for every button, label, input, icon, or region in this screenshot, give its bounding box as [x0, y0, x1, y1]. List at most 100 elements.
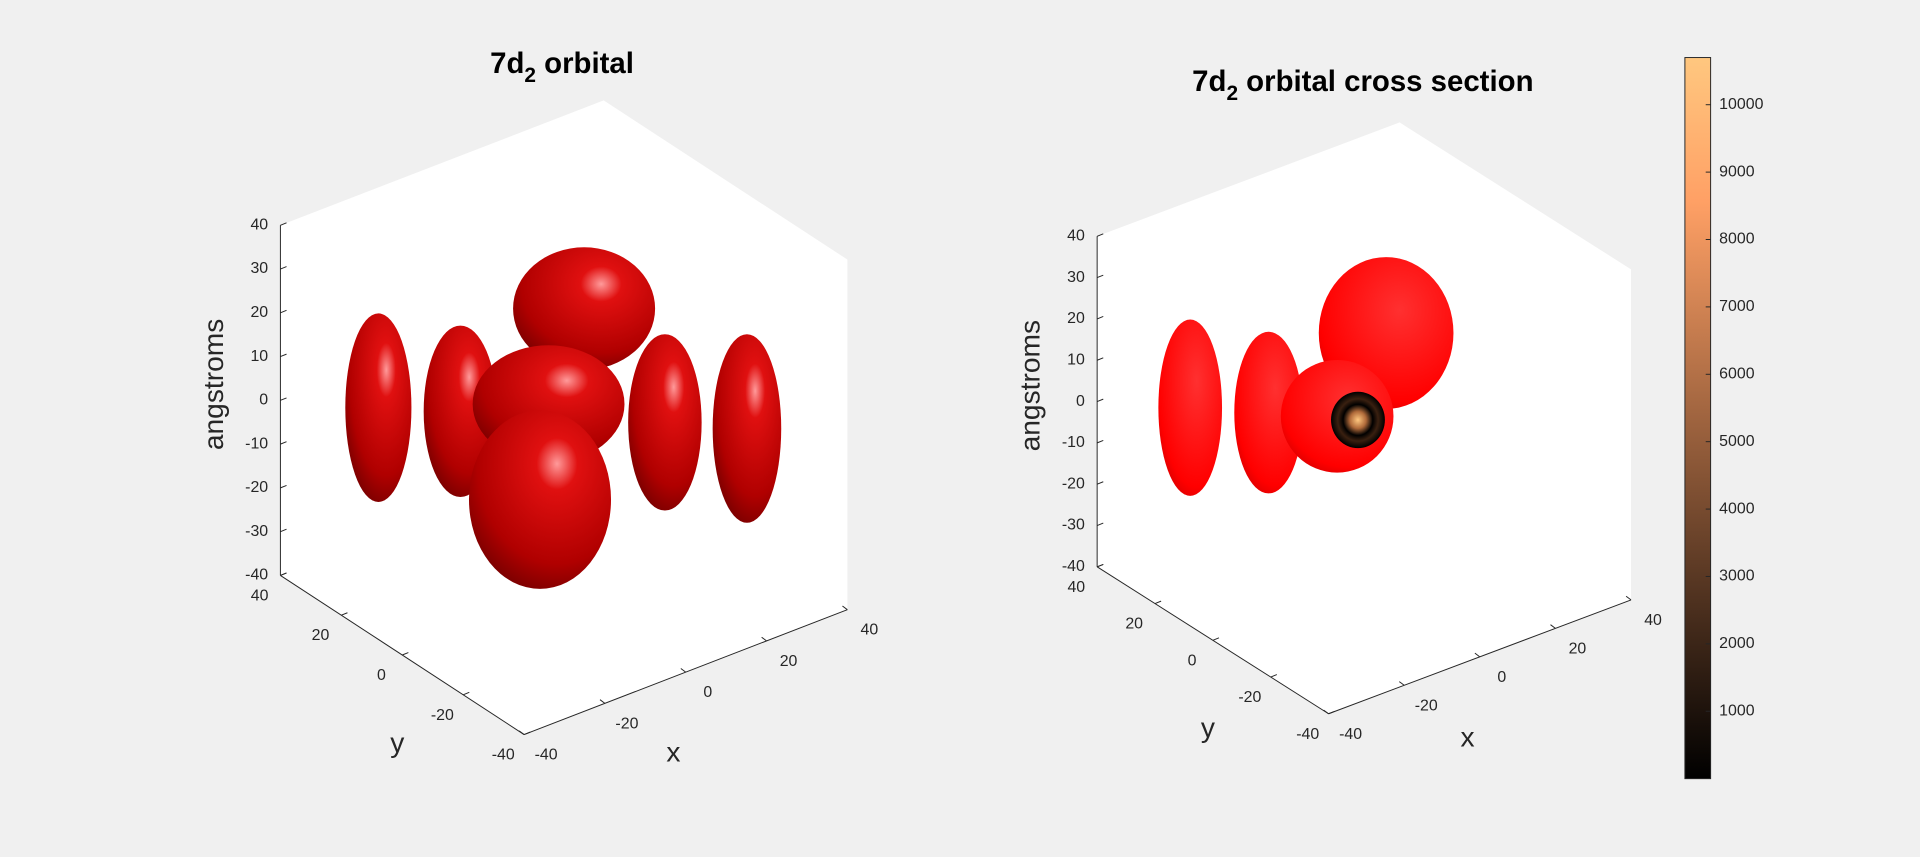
colorbar-tick-label: 5000 [1719, 433, 1755, 450]
colorbar: 1000 2000 3000 4000 5000 6000 7000 8000 9000 1000… [1684, 57, 1764, 780]
chart-title: 7d2 orbital cross section [1192, 65, 1533, 105]
z-tick [280, 222, 287, 226]
z-tick-label: 0 [1076, 393, 1085, 410]
z-tick [280, 441, 287, 445]
lobe [345, 313, 412, 502]
z-tick [1096, 233, 1104, 237]
z-tick-label: -20 [1062, 475, 1085, 492]
y-tick [1212, 637, 1220, 641]
z-tick-label: 0 [259, 392, 268, 409]
z-tick-label: 20 [1067, 310, 1085, 327]
y-tick [341, 612, 348, 616]
x-tick-label: 20 [780, 653, 798, 670]
lobe [712, 334, 782, 523]
z-tick-label: 30 [250, 260, 268, 277]
y-tick [280, 572, 287, 576]
x-tick [518, 730, 525, 735]
y-tick-label: -40 [492, 747, 515, 764]
lobe [423, 325, 498, 498]
colorbar-tick-label: 10000 [1719, 96, 1763, 113]
y-tick [1096, 563, 1104, 568]
z-tick-label: -40 [245, 567, 268, 584]
x-tick [1474, 652, 1481, 658]
z-tick-label: 30 [1067, 269, 1085, 286]
z-tick-label: -30 [1062, 517, 1085, 534]
z-axis-label: angstroms [1015, 320, 1046, 451]
x-tick [842, 605, 848, 611]
x-tick-label: -40 [535, 747, 558, 764]
y-tick-label: 40 [251, 587, 269, 604]
lobe [628, 334, 702, 511]
lobe [1158, 319, 1223, 496]
z-axis-label: angstroms [198, 319, 229, 450]
z-tick-label: -10 [245, 435, 268, 452]
z-tick-label: -20 [245, 479, 268, 496]
y-tick-label: 0 [377, 667, 386, 684]
x-tick [599, 699, 606, 704]
lobe [1234, 331, 1303, 494]
z-tick [1096, 398, 1104, 403]
x-tick-label: -20 [1415, 697, 1438, 714]
colorbar-tick-label: 3000 [1719, 568, 1755, 585]
x-tick [1625, 595, 1632, 601]
colorbar-tick-label: 1000 [1719, 702, 1755, 719]
isosurface [1158, 257, 1454, 496]
colorbar-tick-label: 9000 [1719, 163, 1755, 180]
y-tick [402, 652, 409, 656]
x-tick [1323, 709, 1329, 715]
isosurface [345, 247, 782, 589]
y-tick-label: -20 [431, 707, 454, 724]
y-tick-label: 40 [1067, 579, 1085, 596]
z-tick-label: 40 [1067, 227, 1085, 244]
y-tick [1270, 674, 1278, 678]
z-tick [1096, 316, 1104, 320]
y-tick [462, 691, 470, 696]
z-tick [280, 397, 287, 401]
title-part: orbital cross section [1238, 65, 1534, 98]
z-tick [280, 528, 287, 533]
z-tick-label: 10 [1067, 351, 1085, 368]
y-tick-label: 20 [1125, 616, 1143, 633]
title-part: 2 [1226, 82, 1238, 105]
z-tick-label: 20 [250, 304, 268, 321]
z-tick [280, 484, 287, 489]
z-tick-label: -30 [245, 523, 268, 540]
y-axis-label: y [1201, 712, 1216, 743]
y-tick-label: 20 [312, 627, 330, 644]
z-tick [280, 353, 287, 358]
colorbar-tick-label: 8000 [1719, 231, 1755, 248]
y-axis-label: y [390, 727, 405, 758]
colorbar-tick-label: 6000 [1719, 365, 1755, 382]
z-tick-label: -40 [1062, 558, 1085, 575]
z-tick [280, 309, 287, 314]
y-tick [1328, 710, 1335, 715]
z-tick-label: -10 [1062, 434, 1085, 451]
z-tick [1096, 274, 1104, 279]
y-tick-label: -40 [1296, 726, 1319, 743]
chart-title: 7d2 orbital [490, 47, 634, 87]
z-tick [1096, 481, 1104, 485]
title-part: 2 [524, 64, 536, 87]
colorbar-tick-label: 4000 [1719, 500, 1755, 517]
y-tick-label: 0 [1188, 652, 1197, 669]
x-tick [1398, 681, 1405, 686]
axes: -40 -30 -20 -10 0 10 20 30 40 -40 -20 0 20 40 -40 -20 0 2… [1015, 65, 1662, 752]
x-axis-label: x [666, 737, 680, 768]
y-tick [1154, 600, 1162, 605]
z-tick-label: 40 [250, 216, 268, 233]
z-tick [1096, 439, 1104, 444]
z-tick [1096, 357, 1104, 361]
lobe [468, 410, 612, 589]
title-part: 7d [490, 47, 524, 80]
x-axis-label: x [1461, 721, 1475, 752]
colorbar-tick-label: 2000 [1719, 635, 1755, 652]
title-part: 7d [1192, 65, 1226, 98]
colorbar-scale [1684, 57, 1712, 780]
cross-section [1331, 391, 1385, 449]
title-part: orbital [536, 47, 634, 80]
y-tick-label: -20 [1238, 689, 1261, 706]
x-tick-label: 0 [703, 684, 712, 701]
y-tick [523, 731, 531, 736]
